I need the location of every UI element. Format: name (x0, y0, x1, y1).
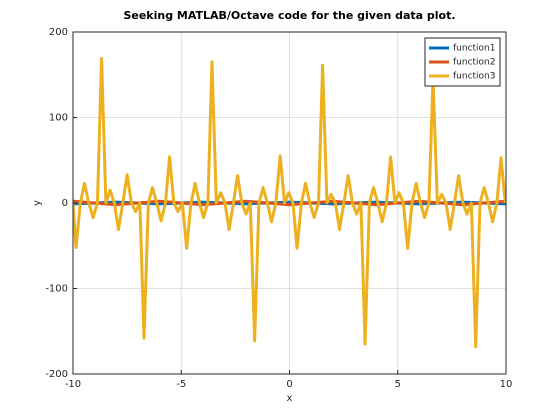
y-tick-label: 100 (49, 113, 68, 124)
y-tick-label: 200 (49, 27, 68, 38)
x-tick-label: 5 (395, 379, 401, 390)
x-tick-label: 10 (500, 379, 513, 390)
legend-box (424, 37, 501, 87)
legend: function1 function2 function3 (424, 37, 501, 87)
legend-label: function1 (453, 44, 496, 54)
ticks: -10 -5 0 5 10 -200 -100 0 100 200 (45, 27, 512, 390)
x-tick-label: -10 (65, 379, 81, 390)
legend-label: function3 (453, 72, 496, 82)
y-tick-label: 0 (62, 198, 68, 209)
legend-label: function2 (453, 58, 496, 68)
y-tick-label: -100 (45, 284, 68, 295)
chart-title: Seeking MATLAB/Octave code for the given… (123, 9, 455, 22)
x-tick-label: 0 (286, 379, 292, 390)
x-tick-label: -5 (176, 379, 186, 390)
series-line (73, 199, 506, 207)
y-tick-label: -200 (45, 369, 68, 380)
y-axis-label: y (32, 200, 43, 206)
x-axis-label: x (287, 393, 293, 404)
